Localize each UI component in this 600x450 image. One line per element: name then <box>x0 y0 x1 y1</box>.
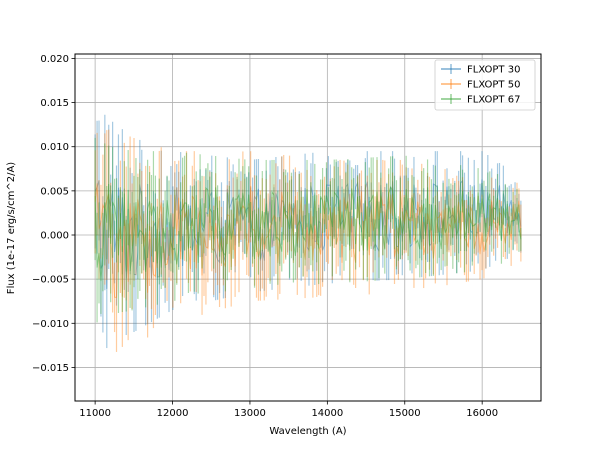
x-tick-label: 15000 <box>389 408 421 419</box>
series-line <box>94 183 522 282</box>
y-tick-label: −0.010 <box>32 319 69 330</box>
y-axis-label: Flux (1e-17 erg/s/cm^2/A) <box>6 162 17 294</box>
series-1 <box>94 114 522 349</box>
x-tick-label: 11000 <box>79 408 111 419</box>
y-tick-label: 0.000 <box>40 231 69 242</box>
y-tick-label: 0.005 <box>40 186 69 197</box>
legend-item: FLXOPT 50 <box>441 79 520 91</box>
axes-frame <box>74 53 542 402</box>
grid-lines <box>75 54 541 401</box>
x-tick-label: 12000 <box>157 408 189 419</box>
y-tick-label: 0.015 <box>40 98 69 109</box>
x-tick-label: 13000 <box>234 408 266 419</box>
series-2 <box>94 129 522 352</box>
x-axis-ticks: 11000 12000 13000 14000 15000 16000 <box>79 401 498 419</box>
x-tick-label: 14000 <box>311 408 343 419</box>
legend-label: FLXOPT 67 <box>467 95 520 106</box>
legend-label: FLXOPT 50 <box>467 80 520 91</box>
legend: FLXOPT 30 FLXOPT 50 FLXOPT 67 <box>434 59 536 111</box>
legend-label: FLXOPT 30 <box>467 65 520 76</box>
legend-item: FLXOPT 67 <box>441 94 520 106</box>
x-tick-label: 16000 <box>466 408 498 419</box>
plot-series <box>94 114 522 352</box>
y-tick-label: −0.015 <box>32 363 69 374</box>
y-tick-label: 0.010 <box>40 142 69 153</box>
series-3 <box>94 137 522 323</box>
y-axis-ticks: −0.015 −0.010 −0.005 0.000 0.005 0.010 0.015 0.… <box>32 54 75 374</box>
legend-item: FLXOPT 30 <box>441 64 520 76</box>
legend-box <box>434 59 536 111</box>
y-tick-label: 0.020 <box>40 54 69 65</box>
series-line <box>94 179 522 289</box>
series-line <box>94 183 522 298</box>
x-axis-label: Wavelength (A) <box>269 426 346 437</box>
y-tick-label: −0.005 <box>32 275 69 286</box>
